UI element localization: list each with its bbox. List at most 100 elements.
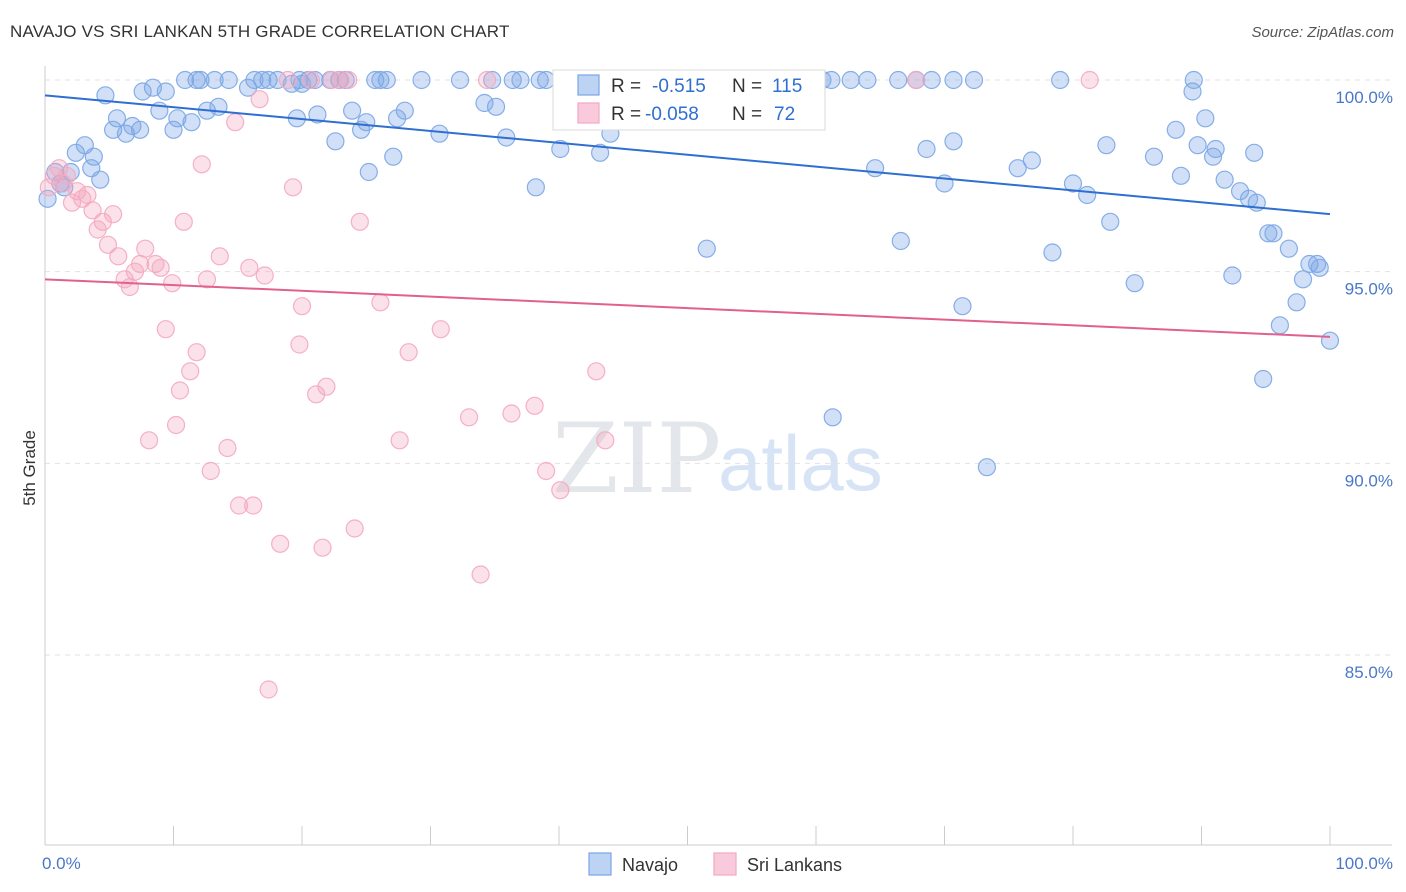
- sri-lankans-point: [525, 396, 544, 415]
- sri-lankans-point: [192, 155, 211, 174]
- legend-swatch-navajo[interactable]: [588, 852, 612, 876]
- legend-label-sri-lankans[interactable]: Sri Lankans: [747, 855, 842, 875]
- stats-swatch-sri-lankans: [577, 102, 600, 124]
- navajo-point: [697, 239, 716, 258]
- y-tick-label: 100.0%: [1335, 88, 1393, 107]
- navajo-point: [841, 70, 860, 90]
- navajo-trend-line: [44, 94, 1331, 216]
- sri-lankans-point: [477, 70, 497, 90]
- navajo-point: [38, 189, 57, 208]
- sri-lankans-point: [201, 461, 220, 481]
- navajo-point: [1101, 212, 1120, 231]
- navajo-point: [1287, 293, 1306, 312]
- sri-lankans-point: [163, 274, 182, 293]
- stats-r-label-navajo: R =: [611, 76, 641, 97]
- navajo-point: [308, 105, 327, 124]
- grid-lines: [45, 79, 1392, 656]
- sri-lankans-point: [181, 362, 200, 381]
- sri-lankans-point: [166, 415, 186, 435]
- sri-lankans-point: [1080, 70, 1099, 90]
- sri-lankans-point: [551, 481, 570, 500]
- sri-lankans-point: [136, 239, 155, 258]
- sri-lankans-point: [57, 166, 76, 185]
- navajo-point: [107, 109, 127, 128]
- navajo-point: [395, 101, 414, 120]
- stats-n-label-sri-lankans: N =: [732, 104, 762, 125]
- sri-lankans-point: [197, 270, 217, 289]
- sri-lankans-point: [537, 461, 556, 481]
- sri-lankans-point: [120, 277, 139, 297]
- navajo-point: [253, 70, 272, 90]
- sri-lankans-point: [170, 381, 190, 400]
- navajo-point: [551, 139, 570, 159]
- sri-lankans-point: [431, 320, 450, 339]
- navajo-point: [511, 70, 530, 90]
- sri-lankans-point: [139, 431, 159, 450]
- navajo-point: [1206, 139, 1225, 159]
- sri-lankans-point: [292, 297, 312, 316]
- sri-lankans-point: [459, 408, 479, 427]
- navajo-point: [1008, 159, 1027, 178]
- navajo-point: [953, 297, 972, 316]
- x-tick-label: 0.0%: [42, 854, 81, 873]
- sri-lankans-point: [250, 90, 269, 109]
- navajo-point: [1223, 266, 1242, 285]
- trend-lines: [44, 94, 1331, 338]
- sri-lankans-point: [174, 212, 193, 231]
- navajo-point: [430, 124, 449, 143]
- navajo-point: [1043, 243, 1062, 262]
- navajo-point: [387, 109, 407, 128]
- navajo-point: [1184, 70, 1203, 90]
- navajo-point: [450, 70, 470, 90]
- navajo-point: [944, 132, 963, 151]
- source-credit: Source: ZipAtlas.com: [1251, 24, 1394, 41]
- navajo-point: [205, 70, 224, 90]
- sri-lankans-trend-line: [44, 278, 1331, 338]
- legend-swatch-sri-lankans[interactable]: [713, 852, 737, 876]
- navajo-point: [866, 159, 885, 178]
- navajo-point: [245, 70, 264, 90]
- sri-lankans-point: [317, 377, 336, 396]
- legend: Navajo Sri Lankans: [588, 852, 842, 876]
- stats-n-label-navajo: N =: [732, 76, 762, 97]
- stats-r-label-sri-lankans: R =: [611, 104, 641, 125]
- sri-lankans-point: [345, 519, 364, 538]
- sri-lankans-point: [156, 320, 175, 339]
- legend-label-navajo[interactable]: Navajo: [622, 855, 678, 875]
- stats-n-value-sri-lankans: 72: [774, 104, 795, 125]
- navajo-point: [483, 70, 502, 90]
- stats-n-value-navajo: 115: [772, 76, 802, 97]
- sri-lankans-point: [259, 680, 278, 699]
- navajo-point: [889, 70, 908, 90]
- navajo-point: [1245, 143, 1264, 162]
- navajo-point: [475, 93, 494, 113]
- x-tick-label: 100.0%: [1335, 854, 1393, 873]
- navajo-point: [191, 70, 210, 90]
- navajo-point: [944, 70, 963, 90]
- navajo-point: [1320, 331, 1340, 350]
- navajo-point: [371, 70, 390, 90]
- sri-lankans-point: [62, 193, 82, 212]
- navajo-point: [1171, 166, 1191, 185]
- navajo-point: [977, 458, 997, 477]
- navajo-point: [1078, 185, 1097, 205]
- navajo-point: [1300, 254, 1319, 274]
- navajo-point: [219, 70, 238, 90]
- sri-lankans-point: [130, 254, 150, 274]
- navajo-point: [1259, 224, 1278, 243]
- navajo-point: [1293, 270, 1313, 289]
- navajo-point: [384, 147, 403, 166]
- navajo-point: [326, 132, 345, 151]
- chart-title: NAVAJO VS SRI LANKAN 5TH GRADE CORRELATI…: [10, 22, 510, 41]
- navajo-point: [156, 82, 175, 101]
- navajo-point: [1279, 239, 1298, 258]
- navajo-point: [486, 97, 506, 116]
- y-tick-label: 90.0%: [1345, 471, 1393, 490]
- sri-lankans-point: [78, 185, 97, 205]
- navajo-point: [1125, 274, 1144, 293]
- navajo-point: [1097, 136, 1116, 155]
- sri-lankans-point: [283, 178, 303, 197]
- navajo-point: [858, 70, 877, 90]
- sri-lankans-point: [278, 70, 297, 90]
